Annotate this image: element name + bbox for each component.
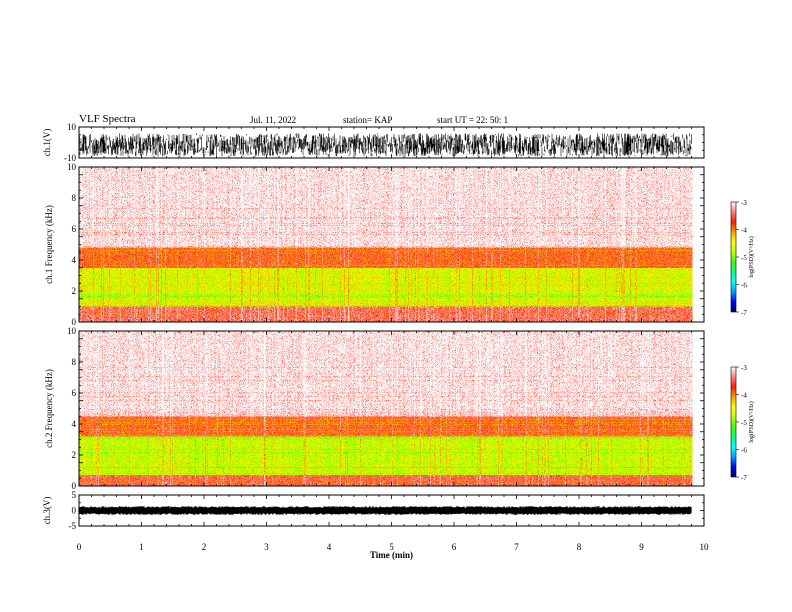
y-tick-label: 4 [72, 255, 77, 265]
x-axis-label: Time (min) [370, 550, 413, 560]
x-tick-label: 0 [77, 542, 82, 552]
x-tick-label: 10 [700, 542, 710, 552]
colorbar-tick-label: -6 [741, 282, 747, 290]
y-tick-label: 4 [72, 419, 77, 429]
y-axis-label: ch.1(V) [42, 129, 52, 157]
y-tick-label: 0 [72, 317, 77, 327]
x-tick-label: 8 [577, 542, 582, 552]
x-tick-label: 5 [389, 542, 394, 552]
x-tick-label: 4 [327, 542, 332, 552]
colorbar-tick-label: -4 [741, 392, 747, 400]
y-tick-label: 10 [67, 326, 77, 336]
y-tick-label: 2 [72, 286, 77, 296]
colorbar-tick-label: -6 [741, 447, 747, 455]
colorbar-tick-label: -5 [741, 254, 747, 262]
y-axis-label: ch.2 Frequency (kHz) [44, 369, 54, 448]
waveform-ch1 [78, 133, 692, 157]
date-label: Jul. 11, 2022 [250, 115, 297, 125]
y-axis-label: ch.3(V) [42, 497, 52, 525]
x-tick-label: 6 [452, 542, 457, 552]
x-tick-label: 7 [514, 542, 519, 552]
colorbar-ch1 [730, 201, 737, 313]
y-tick-label: 6 [72, 224, 77, 234]
station-label: station= KAP [343, 115, 393, 125]
x-tick-label: 3 [264, 542, 269, 552]
x-tick-label: 2 [202, 542, 207, 552]
x-tick-label: 9 [639, 542, 644, 552]
colorbar-ch2 [730, 366, 737, 478]
y-axis-label: ch.1 Frequency (kHz) [44, 205, 54, 284]
y-tick-label: 10 [67, 162, 77, 172]
y-tick-label: 5 [72, 490, 77, 500]
colorbar-label: log(PSD)(V²/Hz) [748, 236, 755, 277]
x-tick-label: 1 [139, 542, 144, 552]
y-tick-label: 0 [72, 481, 77, 491]
spectrogram-ch2 [79, 331, 704, 486]
chart-title: VLF Spectra [79, 113, 136, 125]
y-tick-label: -5 [69, 521, 77, 531]
y-tick-label: 8 [72, 193, 77, 203]
y-tick-label: 8 [72, 357, 77, 367]
colorbar-tick-label: -7 [741, 474, 747, 482]
y-tick-label: -10 [64, 153, 76, 163]
waveform-ch3 [78, 506, 692, 515]
colorbar-tick-label: -7 [741, 309, 747, 317]
colorbar-tick-label: -3 [741, 364, 747, 372]
y-tick-label: 2 [72, 450, 77, 460]
spectrogram-ch1 [79, 167, 704, 322]
colorbar-label: log(PSD)(V²/Hz) [748, 401, 755, 442]
colorbar-tick-label: -5 [741, 419, 747, 427]
colorbar-tick-label: -3 [741, 199, 747, 207]
y-tick-label: 0 [72, 506, 77, 516]
y-tick-label: 10 [67, 122, 77, 132]
y-tick-label: 6 [72, 388, 77, 398]
start-time-label: start UT = 22: 50: 1 [437, 115, 509, 125]
colorbar-tick-label: -4 [741, 227, 747, 235]
